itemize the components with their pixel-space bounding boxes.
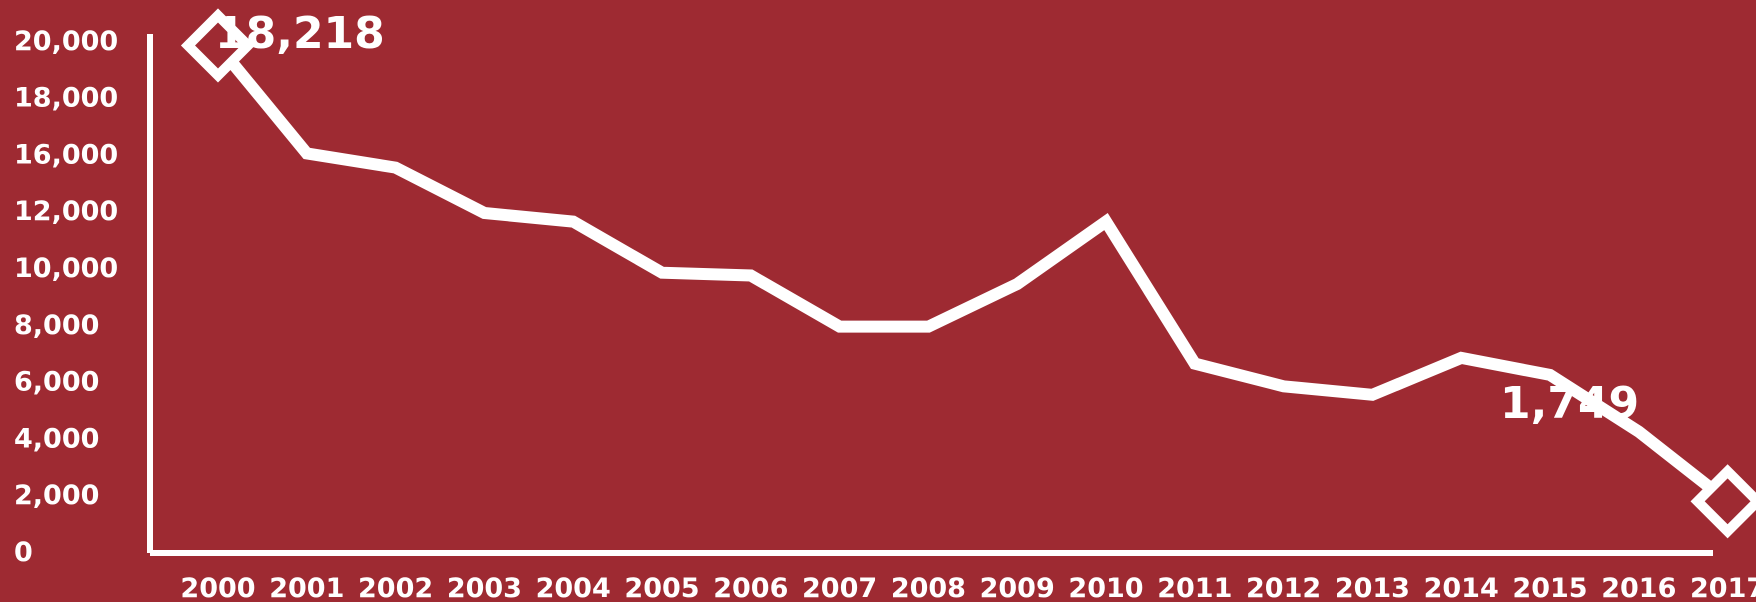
y-tick-labels: 0 2,000 4,000 6,000 8,000 10,000 12,000 16,000 1… [14, 26, 118, 568]
x-tick-label: 2015 [1512, 573, 1587, 602]
series-line [213, 41, 1732, 507]
value-callouts: 18,218 1,749 [215, 8, 1639, 429]
x-tick-label: 2011 [1157, 573, 1232, 602]
y-tick-label: 10,000 [14, 253, 118, 284]
x-tick-label: 2006 [713, 573, 788, 602]
x-tick-label: 2001 [269, 573, 344, 602]
y-tick-label: 2,000 [14, 480, 99, 511]
x-tick-label: 2013 [1335, 573, 1410, 602]
y-tick-label: 6,000 [14, 367, 99, 398]
x-tick-label: 2004 [536, 573, 611, 602]
x-tick-label: 2000 [180, 573, 255, 602]
y-tick-label: 12,000 [14, 196, 118, 227]
x-tick-label: 2005 [624, 573, 699, 602]
x-tick-label: 2002 [358, 573, 433, 602]
x-tick-label: 2009 [980, 573, 1055, 602]
point-marker [1690, 464, 1756, 539]
y-tick-label: 18,000 [14, 83, 118, 114]
x-tick-label: 2017 [1690, 573, 1756, 602]
y-tick-label: 16,000 [14, 139, 118, 170]
y-tick-label: 20,000 [14, 26, 118, 57]
x-tick-labels: 2000 2001 2002 2003 2004 2005 2006 2007 2008 2009… [180, 573, 1756, 602]
y-tick-label: 0 [14, 537, 33, 568]
x-tick-label: 2014 [1424, 573, 1499, 602]
x-tick-label: 2010 [1068, 573, 1143, 602]
value-callout: 18,218 [215, 8, 385, 59]
value-callout: 1,749 [1500, 378, 1639, 429]
x-tick-label: 2008 [891, 573, 966, 602]
endpoint-markers [180, 8, 1756, 539]
y-tick-label: 4,000 [14, 423, 99, 454]
x-tick-label: 2016 [1601, 573, 1676, 602]
point-marker [180, 8, 256, 83]
y-tick-label: 8,000 [14, 310, 99, 341]
x-tick-label: 2012 [1246, 573, 1321, 602]
x-tick-label: 2003 [447, 573, 522, 602]
x-tick-label: 2007 [802, 573, 877, 602]
